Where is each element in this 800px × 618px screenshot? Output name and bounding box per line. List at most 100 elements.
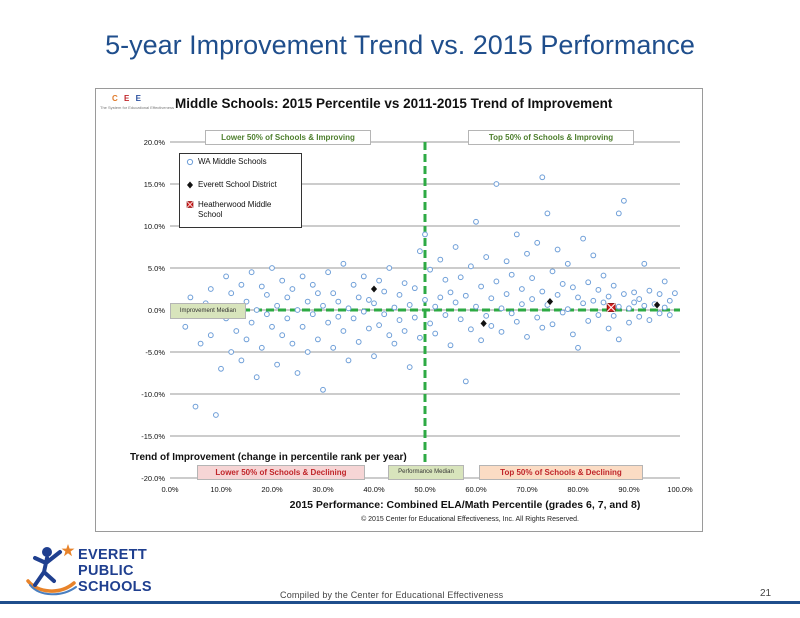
data-point-wa [279, 332, 286, 339]
data-point-wa [253, 374, 260, 381]
data-point-wa [274, 302, 281, 309]
data-point-wa [304, 349, 311, 355]
data-point-wa [422, 231, 428, 238]
data-point-wa [534, 314, 541, 321]
data-point-wa [666, 312, 673, 318]
data-point-wa [366, 325, 372, 332]
data-point-wa [559, 281, 566, 287]
chart-title: Middle Schools: 2015 Percentile vs 2011-… [175, 96, 613, 111]
data-point-wa [580, 300, 586, 307]
logo-line-3: SCHOOLS [78, 579, 152, 595]
data-point-wa [366, 297, 372, 303]
quadrant-label-bottom-right: Top 50% of Schools & Declining [479, 465, 643, 480]
data-point-wa [442, 276, 449, 283]
y-tick-label: 15.0% [144, 180, 166, 189]
data-point-wa [411, 314, 418, 321]
data-point-wa [432, 330, 439, 337]
data-point-wa [238, 281, 245, 288]
data-point-wa [508, 271, 515, 278]
chart-legend: WA Middle Schools Everett School Distric… [179, 153, 302, 228]
x-tick-label: 40.0% [363, 485, 385, 494]
chart-copyright: © 2015 Center for Educational Effectiven… [361, 516, 579, 523]
data-point-wa [483, 254, 490, 260]
data-point-wa [564, 260, 571, 267]
data-point-wa [575, 294, 581, 301]
data-point-wa [340, 328, 347, 334]
data-point-wa [406, 364, 413, 371]
data-point-wa [309, 281, 316, 288]
data-point-wa [320, 302, 326, 309]
data-point-wa [294, 370, 301, 376]
data-point-wa [396, 317, 403, 323]
y-tick-label: -5.0% [145, 348, 165, 357]
data-point-wa [503, 291, 510, 297]
data-point-wa [559, 309, 566, 316]
x-axis-label: 2015 Performance: Combined ELA/Math Perc… [289, 499, 641, 511]
data-point-wa [248, 319, 255, 326]
data-point-wa [452, 244, 459, 250]
data-point-wa [462, 378, 469, 385]
data-point-wa [468, 263, 474, 270]
data-point-wa [187, 294, 194, 301]
data-point-wa [207, 332, 214, 339]
data-point-wa [289, 286, 296, 292]
data-point-wa [641, 302, 648, 309]
data-point-wa [320, 386, 326, 393]
data-point-wa [468, 326, 474, 333]
data-point-wa [233, 328, 240, 334]
data-point-wa [325, 319, 332, 326]
y-tick-label: 10.0% [144, 222, 166, 231]
data-point-wa [513, 318, 520, 325]
data-point-wa [539, 288, 546, 295]
data-point-wa [274, 361, 281, 368]
data-point-wa [304, 298, 311, 305]
x-tick-label: 20.0% [261, 485, 283, 494]
data-point-wa [631, 289, 637, 296]
x-tick-label: 50.0% [414, 485, 436, 494]
data-point-wa [243, 336, 250, 343]
data-point-wa [524, 250, 530, 257]
footer-credit: Compiled by the Center for Educational E… [280, 590, 504, 600]
data-point-wa [488, 295, 495, 302]
legend-item-heatherwood: Heatherwood Middle School [186, 200, 296, 220]
data-point-wa [636, 296, 643, 302]
data-point-district [479, 318, 488, 328]
square-x-icon [186, 201, 194, 208]
data-point-wa [457, 274, 464, 281]
footer-rule [0, 601, 800, 604]
data-point-wa [462, 292, 469, 299]
diamond-icon [187, 181, 193, 189]
data-point-wa [615, 336, 622, 343]
data-point-wa [656, 310, 663, 317]
legend-label-wa: WA Middle Schools [198, 157, 267, 166]
data-point-wa [437, 256, 444, 263]
quadrant-label-top-left: Lower 50% of Schools & Improving [205, 130, 371, 145]
data-point-wa [636, 313, 643, 320]
data-point-wa [422, 297, 428, 303]
data-point-wa [381, 288, 388, 295]
data-point-wa [442, 312, 449, 318]
data-point-wa [447, 289, 454, 296]
data-point-wa [335, 313, 342, 320]
data-point-wa [355, 294, 362, 301]
data-point-wa [376, 322, 383, 329]
logo-line-2: PUBLIC [78, 563, 134, 579]
y-tick-label: -15.0% [141, 432, 165, 441]
data-point-wa [269, 323, 275, 330]
x-tick-label: 100.0% [667, 485, 693, 494]
x-tick-label: 30.0% [312, 485, 334, 494]
data-point-wa [570, 331, 576, 338]
data-point-wa [396, 291, 403, 298]
cee-tagline: The System for Educational Effectiveness [100, 105, 174, 110]
data-point-wa [417, 248, 423, 255]
data-point-district [653, 300, 661, 310]
data-point-wa [360, 273, 367, 280]
cee-letter-e2: E [135, 94, 143, 103]
data-point-wa [478, 283, 485, 290]
data-point-wa [580, 235, 586, 242]
data-point-wa [427, 320, 434, 327]
data-point-wa [391, 304, 398, 311]
data-point-wa [605, 325, 612, 332]
data-point-wa [345, 357, 352, 364]
data-point-wa [585, 279, 592, 286]
